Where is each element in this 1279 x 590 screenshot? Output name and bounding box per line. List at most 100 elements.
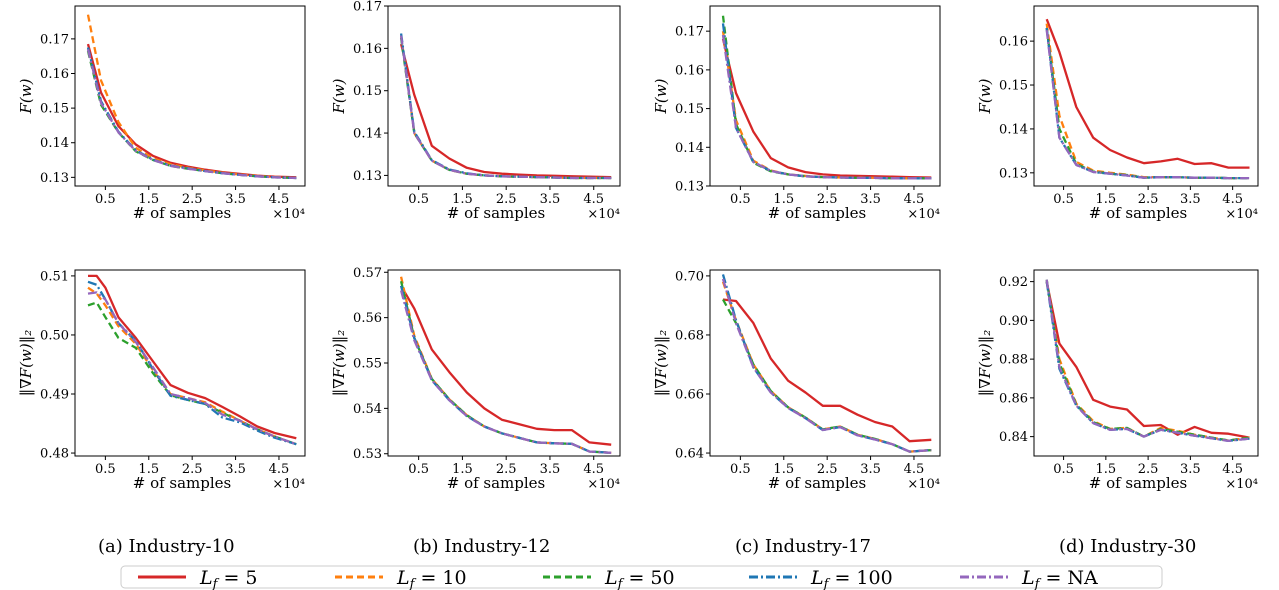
chart-panel-c-grad: 0.5 1.5 2.5 3.5 4.50.640.660.680.70# of samp… bbox=[652, 269, 940, 492]
x-tick-label: 0.5 bbox=[1053, 462, 1074, 477]
axes-frame bbox=[1034, 270, 1258, 456]
series-line-1 bbox=[401, 44, 611, 177]
charts-layer: 0.5 1.5 2.5 3.5 4.5 0.13 0.14 0.15 0.16 0.17 # of … bbox=[17, 0, 1258, 492]
y-tick-label: 0.57 bbox=[353, 266, 382, 281]
x-tick-label: 4.5 bbox=[1222, 462, 1243, 477]
y-tick-label: 0.17 bbox=[353, 0, 382, 15]
y-axis-label: F(w) bbox=[976, 78, 994, 114]
y-tick-label: 0.54 bbox=[353, 402, 382, 417]
series-line-5 bbox=[401, 290, 611, 452]
y-tick-label: 0.13 bbox=[999, 166, 1028, 181]
series-line-1 bbox=[723, 39, 931, 178]
chart-panel-b-F: 0.5 1.5 2.5 3.5 4.50.130.140.150.160.17# of … bbox=[330, 0, 620, 222]
y-axis-label: ‖∇F(w)‖₂ bbox=[976, 330, 994, 396]
caption-b: (b) Industry-12 bbox=[413, 536, 550, 557]
legend: Lf = 5 Lf = 10 Lf = 50 Lf = 100 Lf = NA bbox=[121, 566, 1162, 590]
series-line-1 bbox=[1047, 19, 1250, 167]
x-tick-label: 0.5 bbox=[95, 462, 116, 477]
series-line-5 bbox=[723, 35, 931, 178]
y-tick-label: 0.17 bbox=[675, 25, 704, 40]
y-tick-label: 0.16 bbox=[675, 63, 704, 78]
x-tick-label: 4.5 bbox=[904, 192, 925, 207]
x-tick-label: 0.5 bbox=[95, 192, 116, 207]
y-tick-label: 0.55 bbox=[353, 357, 382, 372]
series-line-2 bbox=[88, 15, 296, 178]
series-line-3 bbox=[1047, 28, 1250, 178]
series-line-5 bbox=[1047, 280, 1250, 441]
series-line-4 bbox=[723, 274, 931, 451]
series-line-1 bbox=[88, 276, 296, 438]
x-axis-label: # of samples bbox=[768, 204, 867, 222]
caption-d: (d) Industry-30 bbox=[1059, 536, 1196, 557]
y-tick-label: 0.49 bbox=[40, 388, 69, 403]
x-exponent-label: ×10⁴ bbox=[272, 207, 305, 222]
y-tick-label: 0.70 bbox=[675, 269, 704, 284]
axes-frame bbox=[75, 6, 305, 186]
x-tick-label: 4.5 bbox=[583, 462, 604, 477]
y-tick-label: 0.48 bbox=[40, 447, 69, 462]
y-axis-label: F(w) bbox=[17, 78, 35, 114]
x-axis-label: # of samples bbox=[447, 204, 546, 222]
y-tick-label: 0.86 bbox=[999, 391, 1028, 406]
caption-c: (c) Industry-17 bbox=[735, 536, 871, 557]
y-axis-label: F(w) bbox=[652, 78, 670, 114]
legend-label: Lf = NA bbox=[1021, 567, 1098, 590]
captions: (a) Industry-10 (b) Industry-12 (c) Indu… bbox=[98, 536, 1196, 557]
y-tick-label: 0.56 bbox=[353, 311, 382, 326]
series-line-4 bbox=[88, 282, 296, 444]
series-line-3 bbox=[88, 51, 296, 178]
x-axis-label: # of samples bbox=[133, 204, 232, 222]
caption-a: (a) Industry-10 bbox=[98, 536, 235, 557]
legend-label: Lf = 50 bbox=[604, 567, 675, 590]
y-axis-label: ‖∇F(w)‖₂ bbox=[652, 330, 670, 396]
y-tick-label: 0.16 bbox=[999, 35, 1028, 50]
series-line-1 bbox=[88, 44, 296, 177]
series-line-3 bbox=[401, 38, 611, 178]
y-tick-label: 0.53 bbox=[353, 447, 382, 462]
y-tick-label: 0.13 bbox=[353, 169, 382, 184]
x-tick-label: 0.5 bbox=[1053, 192, 1074, 207]
y-tick-label: 0.64 bbox=[675, 447, 704, 462]
y-tick-label: 0.90 bbox=[999, 314, 1028, 329]
y-tick-label: 0.92 bbox=[999, 275, 1028, 290]
y-tick-label: 0.15 bbox=[675, 102, 704, 117]
x-axis-label: # of samples bbox=[133, 474, 232, 492]
y-tick-label: 0.88 bbox=[999, 353, 1028, 368]
y-tick-label: 0.15 bbox=[40, 102, 69, 117]
y-tick-label: 0.50 bbox=[40, 328, 69, 343]
series-line-1 bbox=[1047, 282, 1250, 438]
series-line-5 bbox=[1047, 30, 1250, 178]
x-axis-label: # of samples bbox=[447, 474, 546, 492]
x-tick-label: 0.5 bbox=[408, 462, 429, 477]
x-exponent-label: ×10⁴ bbox=[587, 207, 620, 222]
chart-panel-b-grad: 0.5 1.5 2.5 3.5 4.5 0.53 0.54 0.55 0.56 0.57 # of … bbox=[330, 266, 620, 492]
legend-label: Lf = 100 bbox=[810, 567, 893, 590]
y-tick-label: 0.14 bbox=[353, 127, 382, 142]
series-line-3 bbox=[401, 281, 611, 453]
x-tick-label: 0.5 bbox=[730, 462, 751, 477]
x-tick-label: 4.5 bbox=[269, 462, 290, 477]
x-tick-label: 0.5 bbox=[730, 192, 751, 207]
legend-label: Lf = 5 bbox=[199, 567, 258, 590]
legend-label: Lf = 10 bbox=[396, 567, 467, 590]
y-tick-label: 0.84 bbox=[999, 430, 1028, 445]
y-tick-label: 0.14 bbox=[40, 136, 69, 151]
series-line-4 bbox=[401, 286, 611, 453]
x-tick-label: 4.5 bbox=[269, 192, 290, 207]
series-line-2 bbox=[1047, 282, 1250, 441]
x-axis-label: # of samples bbox=[768, 474, 867, 492]
y-tick-label: 0.15 bbox=[353, 84, 382, 99]
x-exponent-label: ×10⁴ bbox=[907, 477, 940, 492]
chart-panel-d-grad: 0.5 1.5 2.5 3.5 4.5 0.84 0.86 0.88 0.90 0.92 # of … bbox=[976, 270, 1258, 492]
series-line-2 bbox=[401, 36, 611, 178]
series-line-2 bbox=[401, 277, 611, 453]
chart-panel-a-grad: 0.5 1.5 2.5 3.5 4.5 0.48 0.49 0.50 0.51 # of samp… bbox=[17, 269, 305, 492]
series-line-1 bbox=[723, 300, 931, 442]
axes-frame bbox=[710, 6, 940, 186]
y-axis-label: ‖∇F(w)‖₂ bbox=[330, 330, 348, 396]
y-tick-label: 0.66 bbox=[675, 388, 704, 403]
series-line-4 bbox=[1047, 282, 1250, 441]
x-tick-label: 4.5 bbox=[583, 192, 604, 207]
x-exponent-label: ×10⁴ bbox=[587, 477, 620, 492]
